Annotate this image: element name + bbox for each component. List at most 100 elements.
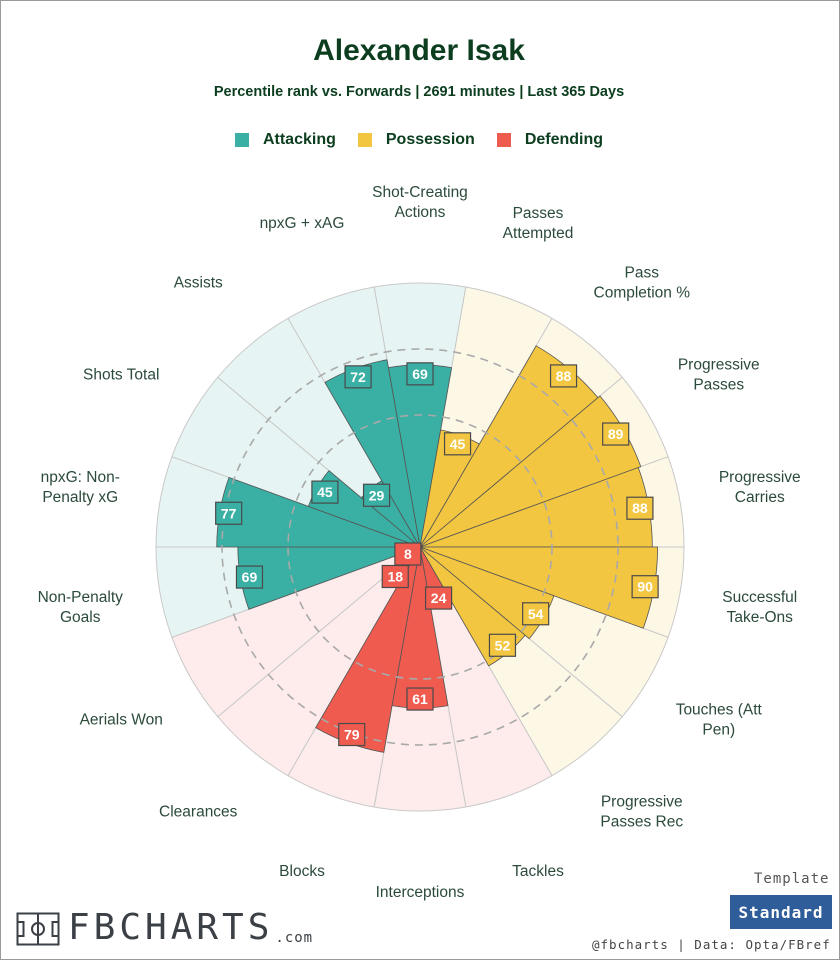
category-label-line: Completion % <box>594 285 691 302</box>
value-label-text: 88 <box>632 500 648 516</box>
category-label-shot-creating-actions: Shot-Creating Actions <box>372 184 468 221</box>
category-label-line: Shot-Creating <box>372 184 468 201</box>
category-label-npxg-non-penalty-xg: npxG: Non- Penalty xG <box>41 469 120 506</box>
value-label-box <box>406 687 434 711</box>
value-label-box <box>488 633 517 657</box>
category-label-progressive-passes-rec: Progressive Passes Rec <box>600 793 683 830</box>
category-label-successful-take-ons: Successful Take-Ons <box>722 589 797 626</box>
category-label-line: Penalty xG <box>42 489 118 506</box>
template-label: Template <box>754 871 830 887</box>
legend-swatch-possession <box>357 133 372 147</box>
category-label-non-penalty-goals: Non-Penalty Goals <box>38 589 124 626</box>
chart-subtitle: Percentile rank vs. Forwards | 2691 minu… <box>213 84 625 100</box>
category-label-line: Passes <box>693 377 744 394</box>
value-label-progressive-carries: 88 <box>626 496 654 520</box>
value-label-text: 8 <box>404 546 412 562</box>
value-label-box <box>362 483 391 507</box>
category-label-line: npxG: Non- <box>41 469 120 486</box>
legend: Attacking Possession Defending <box>0 131 838 149</box>
value-label-box <box>631 575 659 599</box>
value-label-box <box>344 365 372 389</box>
value-label-box <box>215 501 243 525</box>
gridline-75 <box>221 348 619 746</box>
category-label-line: npxG + xAG <box>260 215 345 232</box>
category-label-line: Attempted <box>503 225 574 242</box>
category-label-line: Blocks <box>279 863 325 880</box>
legend-item-attacking: Attacking <box>234 131 336 149</box>
value-label-text: 89 <box>608 426 624 442</box>
category-label-line: Clearances <box>159 803 238 820</box>
value-label-touches-att-pen: 54 <box>522 602 550 626</box>
value-label-box <box>626 496 654 520</box>
category-label-line: Passes <box>513 205 564 222</box>
category-label-line: Assists <box>174 275 223 292</box>
category-label-line: Non-Penalty <box>38 589 124 606</box>
value-label-text: 52 <box>495 637 511 653</box>
legend-swatch-attacking <box>234 133 249 147</box>
pitch-icon <box>16 912 60 946</box>
category-label-aerials-won: Aerials Won <box>80 712 163 729</box>
category-label-clearances: Clearances <box>159 803 238 820</box>
value-label-box <box>235 565 264 589</box>
category-label-shots-total: Shots Total <box>83 367 159 384</box>
value-label-pass-completion: 88 <box>549 364 578 388</box>
category-label-line: Actions <box>395 204 446 221</box>
value-label-text: 45 <box>450 436 466 452</box>
value-label-box <box>394 542 422 566</box>
value-label-text: 69 <box>412 366 428 382</box>
value-label-progressive-passes: 89 <box>602 422 630 446</box>
value-label-non-penalty-goals: 69 <box>235 565 264 589</box>
legend-swatch-defending <box>496 133 511 147</box>
value-label-box <box>338 722 366 747</box>
value-label-progressive-passes-rec: 52 <box>488 633 517 657</box>
category-label-line: Tackles <box>512 863 564 880</box>
category-label-line: Goals <box>60 609 101 626</box>
category-labels: Shot-Creating Actions Passes Attempted Pass C… <box>38 184 801 901</box>
legend-label-attacking: Attacking <box>262 131 336 148</box>
template-select-button[interactable]: Standard <box>730 895 832 929</box>
legend-label-defending: Defending <box>524 131 604 148</box>
value-label-text: 88 <box>556 368 572 384</box>
gridlines <box>221 348 619 746</box>
value-label-assists: 29 <box>362 483 391 507</box>
value-label-box <box>549 364 578 388</box>
value-label-box <box>424 586 453 610</box>
value-label-text: 18 <box>387 569 403 585</box>
category-label-line: Progressive <box>719 469 801 486</box>
category-label-line: Touches (Att <box>676 702 763 719</box>
value-label-box <box>522 602 550 626</box>
category-label-line: Interceptions <box>376 884 465 901</box>
category-label-line: Carries <box>735 489 785 506</box>
data-credits: @fbcharts | Data: Opta/FBref <box>592 937 831 952</box>
value-label-blocks: 79 <box>338 722 366 747</box>
category-label-line: Pen) <box>702 722 735 739</box>
category-label-line: Aerials Won <box>80 712 163 729</box>
brand-name: FBCHARTS <box>68 907 274 948</box>
category-label-blocks: Blocks <box>279 863 325 880</box>
gridline-50 <box>287 414 553 680</box>
value-label-npxg-xag: 72 <box>344 365 372 389</box>
category-label-line: Take-Ons <box>727 609 794 626</box>
category-label-line: Shots Total <box>83 367 159 384</box>
value-label-shot-creating-actions: 69 <box>406 362 434 386</box>
value-label-text: 61 <box>412 691 428 707</box>
category-label-line: Pass <box>625 265 660 282</box>
value-label-clearances: 18 <box>381 564 409 589</box>
brand-logo: FBCHARTS .com <box>16 910 313 946</box>
value-label-text: 24 <box>431 590 447 606</box>
category-label-pass-completion: Pass Completion % <box>594 265 691 302</box>
value-label-shots-total: 45 <box>311 480 339 504</box>
value-labels: 69 45 88 89 88 90 54 52 24 61 79 188 69 77 45 29 72 <box>215 362 659 747</box>
category-label-line: Progressive <box>601 793 683 810</box>
category-label-line: Passes Rec <box>600 813 683 830</box>
value-label-text: 90 <box>637 579 653 595</box>
category-label-passes-attempted: Passes Attempted <box>503 205 574 242</box>
value-label-box <box>311 480 339 504</box>
category-label-line: Progressive <box>678 357 760 374</box>
category-label-interceptions: Interceptions <box>376 884 465 901</box>
value-label-text: 54 <box>528 606 544 622</box>
chart-title: Alexander Isak <box>313 34 525 67</box>
value-label-text: 79 <box>344 727 360 743</box>
value-label-aerials-won: 8 <box>394 542 422 566</box>
